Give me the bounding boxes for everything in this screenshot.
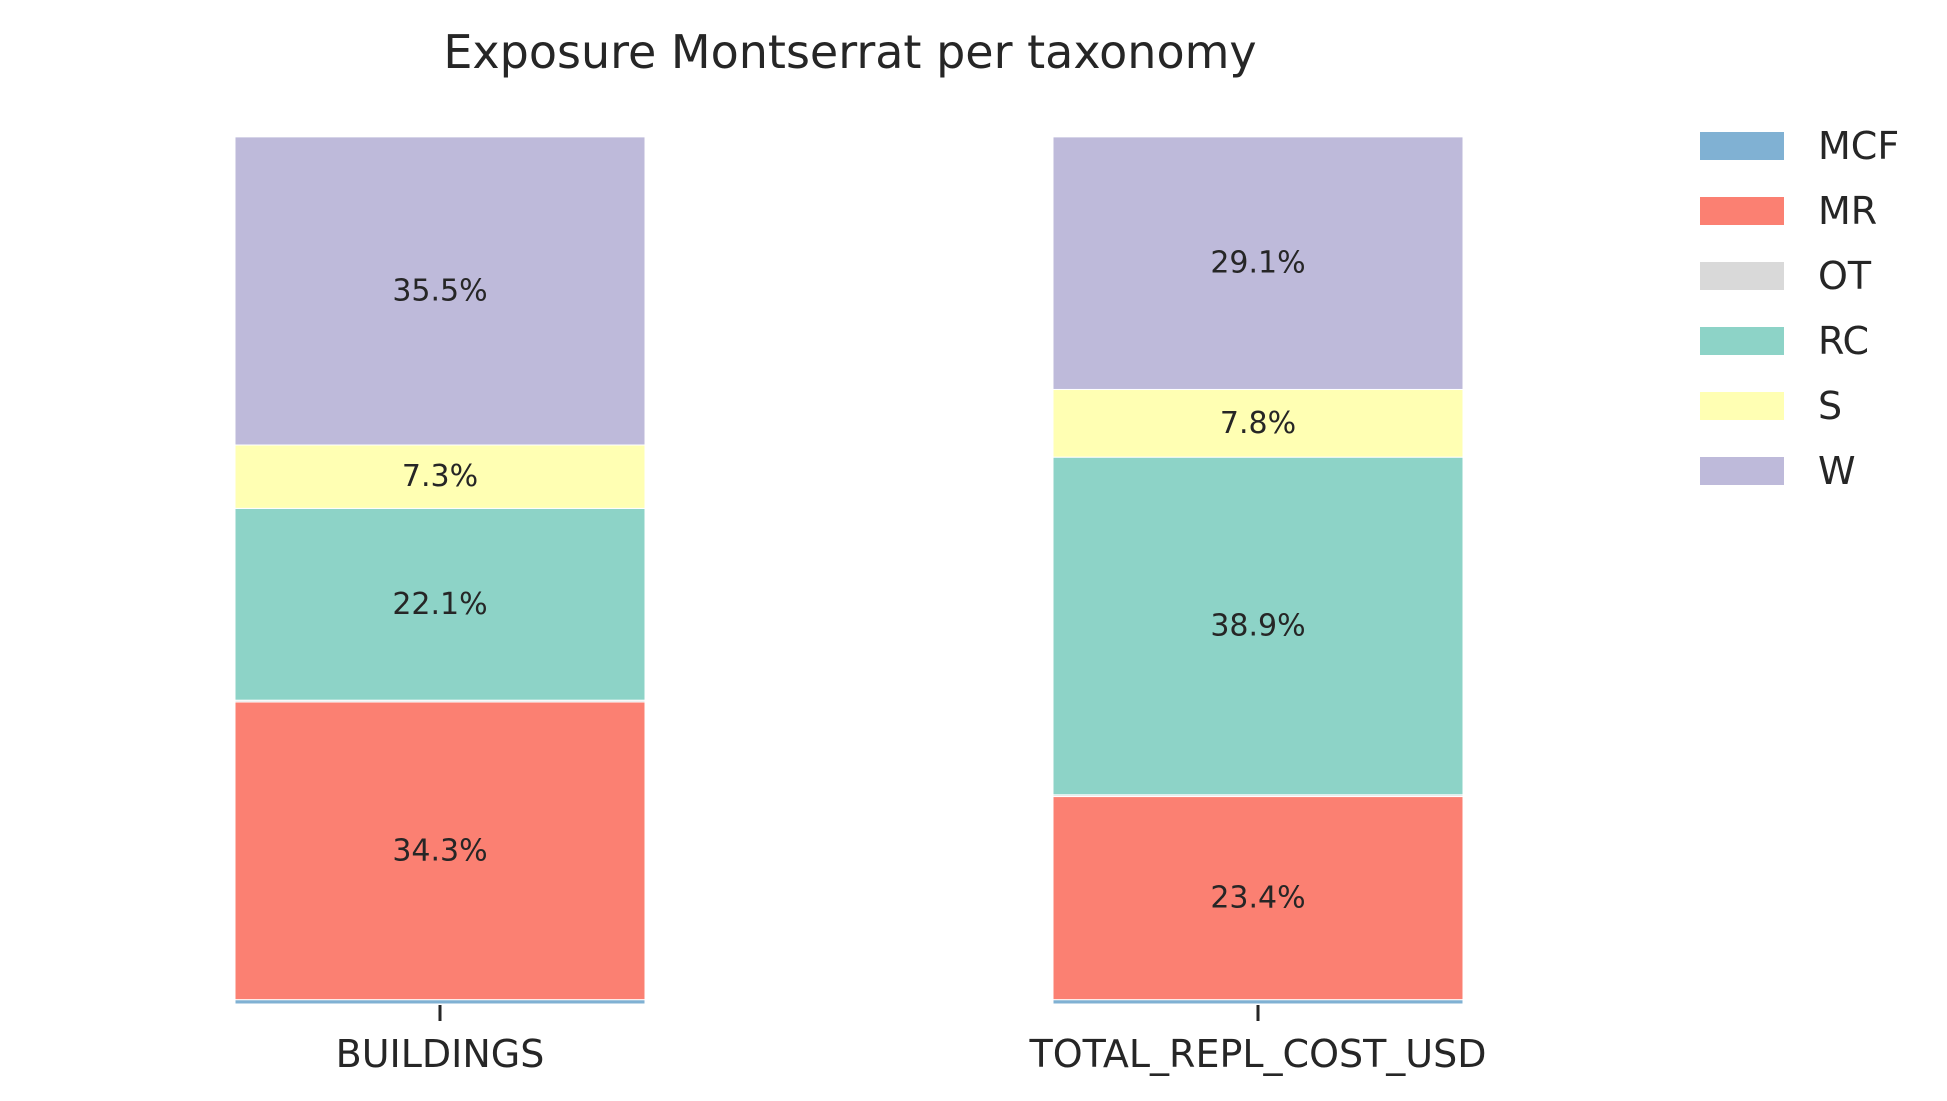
bar-segment-buildings-w [234, 136, 646, 446]
legend: MCF MR OT RC SW [1700, 124, 1899, 493]
bar-segment-total-repl-cost-usd-rc [1052, 456, 1464, 796]
legend-swatch-mcf [1700, 132, 1784, 160]
legend-label-w: W [1818, 449, 1856, 493]
legend-swatch-s [1700, 392, 1784, 420]
data-label-total-repl-cost-usd-s: 7.8% [1220, 406, 1296, 441]
legend-label-rc: RC [1818, 319, 1869, 363]
bar-segment-buildings-mr [234, 701, 646, 1001]
x-tick-label-buildings: BUILDINGS [336, 1032, 545, 1076]
bars-group [234, 136, 1464, 1005]
bar-segment-buildings-rc [234, 507, 646, 701]
legend-label-mr: MR [1818, 189, 1877, 233]
bar-segment-buildings-s [234, 444, 646, 509]
x-axis: BUILDINGS TOTAL_REPL_COST_USD [336, 1005, 1487, 1076]
legend-label-ot: OT [1818, 254, 1872, 298]
data-label-buildings-s: 7.3% [402, 459, 478, 494]
bar-segment-buildings-mcf [234, 999, 646, 1005]
legend-label-s: S [1818, 384, 1842, 428]
legend-swatch-mr [1700, 197, 1784, 225]
data-label-total-repl-cost-usd-rc: 38.9% [1210, 608, 1305, 643]
data-label-buildings-w: 35.5% [392, 273, 487, 308]
legend-swatch-rc [1700, 327, 1784, 355]
bar-segment-total-repl-cost-usd-s [1052, 388, 1464, 458]
x-tick-label-total-repl-cost-usd: TOTAL_REPL_COST_USD [1028, 1032, 1486, 1076]
legend-label-mcf: MCF [1818, 124, 1899, 168]
bar-labels-group: 34.3% 22.1% 7.3% 35.5% 23.4% 38.9% 7.8% 29.1% [392, 246, 1305, 916]
data-label-buildings-rc: 22.1% [392, 587, 487, 622]
bar-segment-total-repl-cost-usd-mr [1052, 796, 1464, 1001]
legend-swatch-ot [1700, 262, 1784, 290]
bar-segment-total-repl-cost-usd-mcf [1052, 999, 1464, 1005]
data-label-total-repl-cost-usd-mr: 23.4% [1210, 881, 1305, 916]
legend-swatch-w [1700, 457, 1784, 485]
bar-segment-total-repl-cost-usd-w [1052, 136, 1464, 390]
data-label-total-repl-cost-usd-w: 29.1% [1210, 246, 1305, 281]
chart-title: Exposure Montserrat per taxonomy [443, 25, 1256, 79]
data-label-buildings-mr: 34.3% [392, 833, 487, 868]
